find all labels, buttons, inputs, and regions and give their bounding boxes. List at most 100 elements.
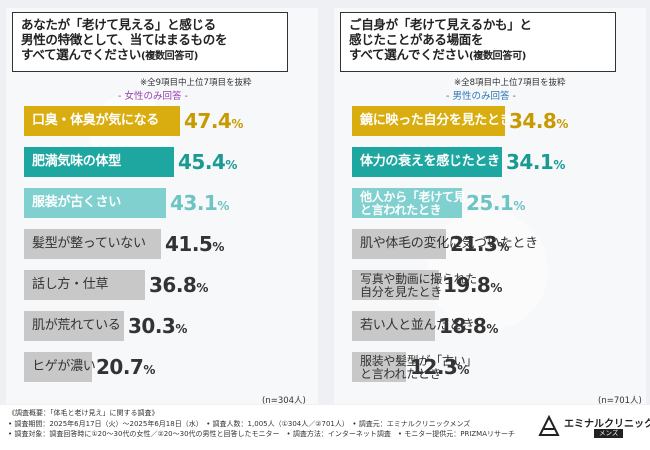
value-number: 12.3 (410, 355, 458, 379)
bar-row: 写真や動画に撮られた 自分を見たとき 19.8% (352, 270, 632, 300)
bar-label: 肥満気味の体型 (32, 154, 121, 169)
bar (352, 270, 439, 300)
survey-footer: 《調査概要：「体毛と老け見え」に関する調査》 • 調査期間：2025年6月17日（… (0, 405, 650, 450)
value-label: 34.1% (506, 147, 565, 177)
note-text: ※全8項目中上位7項目を抜粋 (454, 78, 566, 88)
value-number: 47.4 (184, 109, 232, 133)
value-number: 43.1 (170, 191, 218, 215)
value-label: 20.7% (96, 352, 155, 382)
value-label: 30.3% (128, 311, 187, 341)
bar (24, 188, 166, 218)
bar-label: 写真や動画に撮られた 自分を見たとき (360, 272, 478, 299)
value-unit: % (486, 322, 498, 336)
value-unit: % (457, 363, 469, 377)
value-unit: % (143, 363, 155, 377)
bar (24, 147, 174, 177)
value-number: 36.8 (149, 273, 197, 297)
value-unit: % (497, 240, 509, 254)
bar-row: 若い人と並んだとき 18.8% (352, 311, 632, 341)
question-box: あなたが「老けて見える」と感じる 男性の特徴として、当てはまるものを すべて選ん… (12, 12, 288, 72)
question-suffix: (複数回答可) (141, 51, 199, 62)
bar-label: 話し方・仕草 (32, 277, 109, 292)
sample-size: (n=304人) (262, 396, 306, 406)
clinic-logo: エミナルクリニック メンズ (538, 413, 650, 443)
value-unit: % (553, 158, 565, 172)
bar-label: 肌や体毛の変化に気づいたとき (360, 236, 538, 251)
bar-row: 肥満気味の体型 45.4% (24, 147, 304, 177)
bar-label: 肌が荒れている (32, 318, 121, 333)
value-unit: % (513, 199, 525, 213)
question-suffix: (複数回答可) (469, 51, 527, 62)
value-label: 47.4% (184, 106, 243, 136)
value-number: 34.8 (509, 109, 557, 133)
value-number: 45.4 (178, 150, 226, 174)
value-unit: % (217, 199, 229, 213)
value-label: 34.8% (509, 106, 568, 136)
bar-row: 口臭・体臭が気になる 47.4% (24, 106, 304, 136)
bar-row: 体力の衰えを感じたとき 34.1% (352, 147, 632, 177)
bar (24, 352, 92, 382)
bar-label: 服装や髪型が「古い」 と言われたとき (360, 354, 478, 381)
bar (24, 229, 161, 259)
bar (352, 106, 505, 136)
survey-line: 《調査概要：「体毛と老け見え」に関する調査》 (8, 409, 159, 417)
bar-label: 口臭・体臭が気になる (32, 113, 160, 128)
value-number: 25.1 (466, 191, 514, 215)
bar-label: 若い人と並んだとき (360, 318, 475, 333)
value-unit: % (175, 322, 187, 336)
value-unit: % (225, 158, 237, 172)
value-number: 30.3 (128, 314, 176, 338)
value-number: 20.7 (96, 355, 144, 379)
bar-row: 他人から「老けて見える」 と言われたとき 25.1% (352, 188, 632, 218)
bar-label: 服装が古くさい (32, 195, 121, 210)
bar (352, 352, 406, 382)
bar-label: ヒゲが濃い (32, 359, 96, 374)
bar (24, 270, 145, 300)
bar (352, 188, 462, 218)
logo-mark-icon (538, 415, 560, 436)
chart-panel-women: あなたが「老けて見える」と感じる 男性の特徴として、当てはまるものを すべて選ん… (6, 8, 318, 406)
bar-label: 鏡に映った自分を見たとき (360, 113, 513, 128)
survey-details: 《調査概要：「体毛と老け見え」に関する調査》 • 調査期間：2025年6月17日（… (8, 408, 515, 440)
value-label: 12.3% (410, 352, 469, 382)
bar-row: 話し方・仕草 36.8% (24, 270, 304, 300)
value-label: 36.8% (149, 270, 208, 300)
respondent-label: - 女性のみ回答 - (118, 91, 188, 102)
logo-sub: メンズ (594, 429, 624, 438)
question-text: あなたが「老けて見える」と感じる 男性の特徴として、当てはまるものを すべて選ん… (21, 17, 228, 62)
question-text: ご自身が「老けて見えるかも」と 感じたことがある場面を すべて選んでください (349, 17, 532, 62)
value-unit: % (231, 117, 243, 131)
bar-label: 他人から「老けて見える」 と言われたとき (360, 190, 501, 217)
respondent-label: - 男性のみ回答 - (446, 91, 516, 102)
value-label: 21.3% (450, 229, 509, 259)
logo-name: エミナルクリニック (564, 419, 650, 430)
bar-row: 鏡に映った自分を見たとき 34.8% (352, 106, 632, 136)
bar-row: 服装や髪型が「古い」 と言われたとき 12.3% (352, 352, 632, 382)
value-number: 18.8 (439, 314, 487, 338)
question-box: ご自身が「老けて見えるかも」と 感じたことがある場面を すべて選んでください(複… (340, 12, 616, 72)
value-unit: % (196, 281, 208, 295)
bar (24, 311, 124, 341)
bar-row: 肌や体毛の変化に気づいたとき 21.3% (352, 229, 632, 259)
value-number: 19.8 (443, 273, 491, 297)
bar-row: 髪型が整っていない 41.5% (24, 229, 304, 259)
value-label: 41.5% (165, 229, 224, 259)
bar-row: 服装が古くさい 43.1% (24, 188, 304, 218)
bar-label: 髪型が整っていない (32, 236, 146, 251)
value-label: 25.1% (466, 188, 525, 218)
bar-row: ヒゲが濃い 20.7% (24, 352, 304, 382)
bar (24, 106, 180, 136)
value-number: 41.5 (165, 232, 213, 256)
survey-line: • 調査期間：2025年6月17日（火）〜2025年6月18日（水） • 調査人… (8, 419, 471, 428)
survey-line: • 調査対象：調査回答時に①20〜30代の女性／②20〜30代の男性と回答したモ… (8, 430, 516, 438)
value-unit: % (490, 281, 502, 295)
value-label: 19.8% (443, 270, 502, 300)
bar-label: 体力の衰えを感じたとき (360, 154, 500, 169)
bar (352, 229, 446, 259)
value-label: 43.1% (170, 188, 229, 218)
value-number: 34.1 (506, 150, 554, 174)
chart-panel-men: ご自身が「老けて見えるかも」と 感じたことがある場面を すべて選んでください(複… (334, 8, 646, 406)
value-unit: % (212, 240, 224, 254)
value-label: 45.4% (178, 147, 237, 177)
value-number: 21.3 (450, 232, 498, 256)
